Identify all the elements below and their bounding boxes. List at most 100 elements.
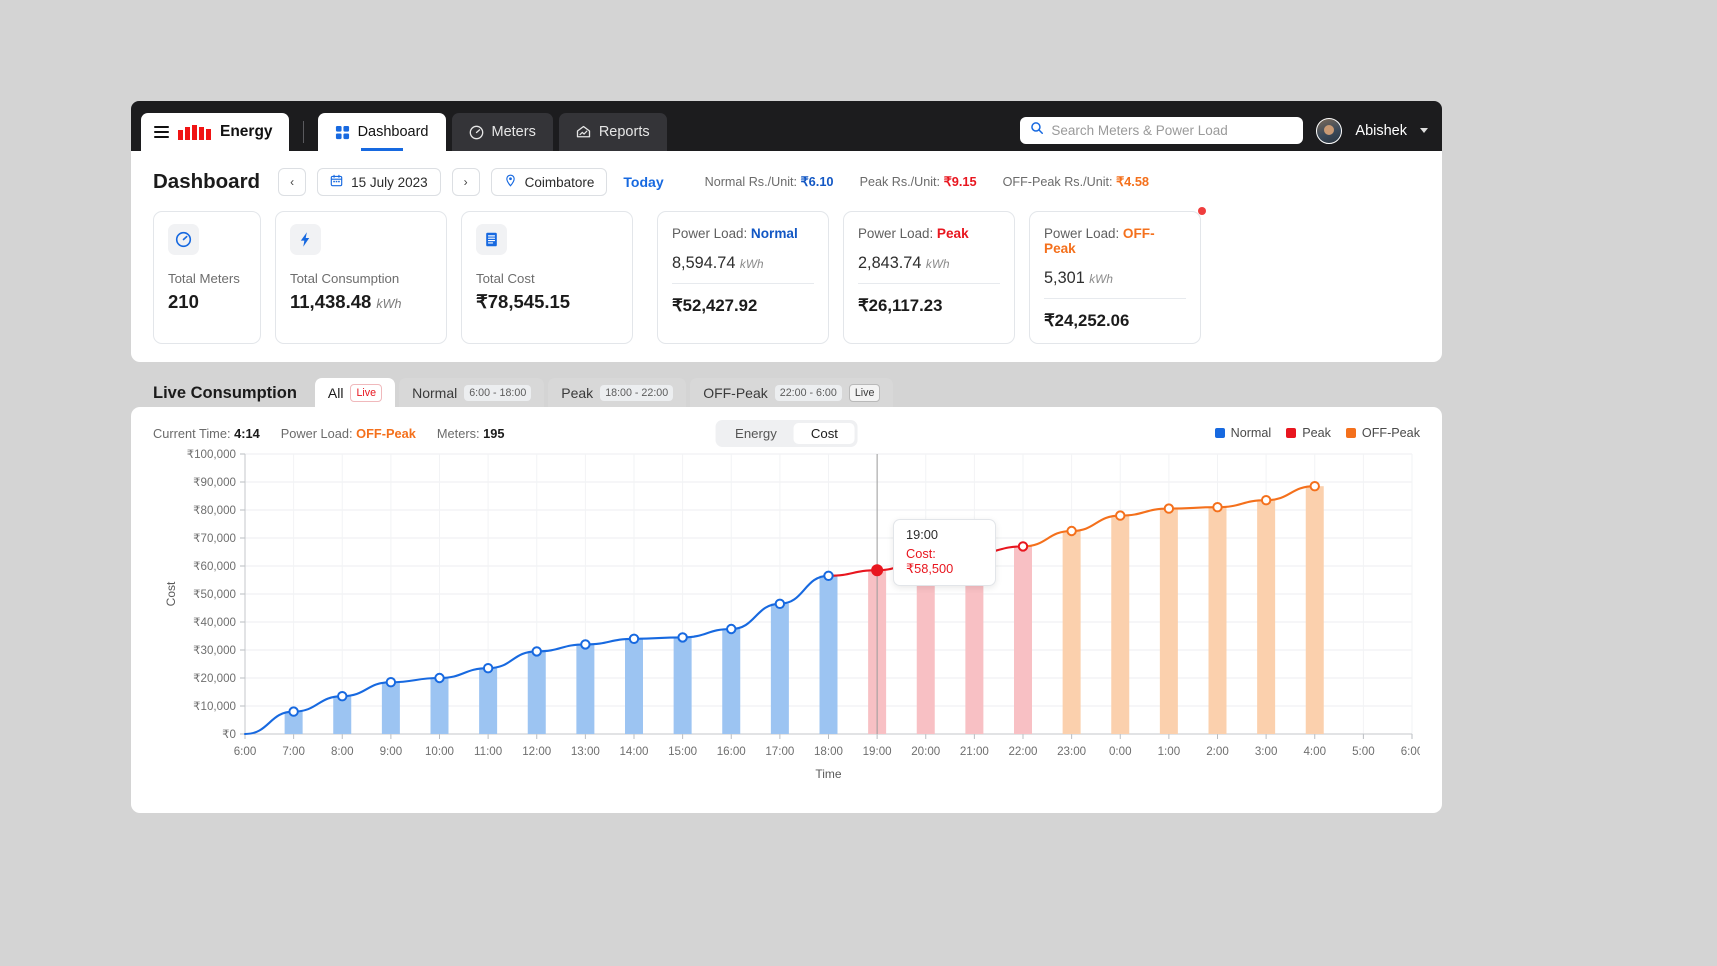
calendar-icon <box>330 174 343 190</box>
live-tab-offpeak-range: 22:00 - 6:00 <box>774 384 842 401</box>
prev-date-button[interactable]: ‹ <box>278 168 307 196</box>
svg-text:10:00: 10:00 <box>425 745 454 758</box>
bolt-icon <box>290 224 321 255</box>
svg-text:₹60,000: ₹60,000 <box>193 560 236 573</box>
card-total-meters: Total Meters 210 <box>153 211 261 344</box>
card-total-cost: Total Cost ₹78,545.15 <box>461 211 633 344</box>
search-input[interactable] <box>1051 123 1294 138</box>
live-tab-normal[interactable]: Normal 6:00 - 18:00 <box>399 378 545 407</box>
live-tab-offpeak-label: OFF-Peak <box>703 384 768 401</box>
live-tab-offpeak[interactable]: OFF-Peak 22:00 - 6:00 Live <box>690 378 894 407</box>
load-kwh-unit: kWh <box>1089 272 1113 286</box>
location-label: Coimbatore <box>524 174 595 190</box>
chevron-down-icon[interactable] <box>1420 128 1428 133</box>
avatar[interactable] <box>1316 117 1343 144</box>
load-kwh-unit: kWh <box>739 257 764 271</box>
svg-text:15:00: 15:00 <box>668 745 697 758</box>
live-tab-peak[interactable]: Peak 18:00 - 22:00 <box>548 378 687 407</box>
svg-text:14:00: 14:00 <box>619 745 648 758</box>
live-tab-all-label: All <box>327 384 344 401</box>
load-prefix: Power Load: <box>672 226 748 241</box>
tab-dashboard-label: Dashboard <box>357 124 429 140</box>
legend-normal: Normal <box>1214 426 1271 440</box>
card-total-cost-label: Total Cost <box>476 271 535 286</box>
toggle-energy[interactable]: Energy <box>735 425 777 441</box>
location-selector[interactable]: Coimbatore <box>490 168 608 196</box>
svg-text:₹10,000: ₹10,000 <box>193 700 236 713</box>
svg-text:6:00: 6:00 <box>1401 745 1420 758</box>
live-consumption-chart: ₹0 ₹10,000 ₹20,000 ₹30,000 ₹40,000 ₹50,000 ₹60… <box>153 446 1420 801</box>
tab-meters-label: Meters <box>491 124 536 140</box>
card-power-load-peak-title: Power Load: Peak <box>858 226 1000 241</box>
next-date-button[interactable]: › <box>451 168 480 196</box>
svg-text:23:00: 23:00 <box>1057 745 1086 758</box>
card-power-load-peak-kwh: 2,843.74 kWh <box>858 254 1000 284</box>
load-kwh-value: 8,594.74 <box>672 254 736 272</box>
date-picker[interactable]: 15 July 2023 <box>317 168 441 196</box>
svg-text:₹90,000: ₹90,000 <box>193 476 236 489</box>
brand-block: Energy <box>141 113 289 151</box>
card-power-load-offpeak: Power Load: OFF-Peak 5,301 kWh ₹24,252.0… <box>1029 207 1206 344</box>
dashboard-summary-panel: Dashboard ‹ 15 July 2023 › Coimbatore To… <box>131 151 1442 362</box>
card-total-consumption-value: 11,438.48 kWh <box>290 291 432 313</box>
chart-svg[interactable]: ₹0 ₹10,000 ₹20,000 ₹30,000 ₹40,000 ₹50,000 ₹60… <box>153 446 1420 798</box>
report-chart-icon <box>576 125 591 140</box>
svg-text:₹50,000: ₹50,000 <box>193 588 236 601</box>
rate-peak-label: Peak Rs./Unit: <box>859 175 941 189</box>
legend-peak: Peak <box>1286 426 1331 440</box>
search-icon <box>1030 121 1044 140</box>
card-power-load-peak: Power Load: Peak 2,843.74 kWh ₹26,117.23 <box>843 211 1015 344</box>
svg-text:2:00: 2:00 <box>1206 745 1229 758</box>
active-meters: Meters: 195 <box>437 426 505 441</box>
load-kwh-value: 2,843.74 <box>858 254 922 272</box>
svg-text:21:00: 21:00 <box>960 745 989 758</box>
brand-label: Energy <box>220 123 273 140</box>
live-tab-peak-range: 18:00 - 22:00 <box>600 384 674 401</box>
svg-text:9:00: 9:00 <box>380 745 403 758</box>
svg-text:4:00: 4:00 <box>1303 745 1326 758</box>
card-power-load-normal-cost: ₹52,427.92 <box>672 296 758 315</box>
svg-text:₹70,000: ₹70,000 <box>193 532 236 545</box>
live-meta-row: Current Time: 4:14 Power Load: OFF-Peak … <box>153 419 1420 447</box>
svg-text:1:00: 1:00 <box>1158 745 1181 758</box>
card-power-load-offpeak-title: Power Load: OFF-Peak <box>1044 226 1186 256</box>
toggle-cost[interactable]: Cost <box>793 422 855 444</box>
live-tab-all[interactable]: All Live <box>314 378 396 407</box>
live-tab-normal-label: Normal <box>412 384 458 401</box>
load-kwh-unit: kWh <box>925 257 950 271</box>
header-right: Abishek <box>1020 117 1428 151</box>
summary-cards: Total Meters 210 Total Consumption 11,43… <box>131 199 1442 344</box>
svg-text:5:00: 5:00 <box>1352 745 1375 758</box>
meters-value: 195 <box>483 425 505 441</box>
kpi-number: 11,438.48 <box>290 291 372 312</box>
svg-text:16:00: 16:00 <box>717 745 746 758</box>
card-total-cost-value: ₹78,545.15 <box>476 291 618 313</box>
main-tabs: Dashboard Meters Reports <box>317 113 667 151</box>
card-power-load-peak-cost: ₹26,117.23 <box>858 296 943 315</box>
rate-list: Normal Rs./Unit: ₹6.10 Peak Rs./Unit: ₹9… <box>705 174 1149 190</box>
svg-text:6:00: 6:00 <box>234 745 257 758</box>
legend-peak-label: Peak <box>1302 426 1331 440</box>
hamburger-menu-icon[interactable] <box>154 126 169 138</box>
search-box[interactable] <box>1020 117 1304 144</box>
tooltip-time: 19:00 <box>906 527 939 542</box>
card-total-consumption-label: Total Consumption <box>290 271 400 286</box>
energy-bars-logo <box>178 124 211 140</box>
svg-text:₹40,000: ₹40,000 <box>193 616 236 629</box>
tab-reports[interactable]: Reports <box>558 113 667 151</box>
legend-offpeak: OFF-Peak <box>1345 426 1420 440</box>
gauge-icon <box>168 224 199 255</box>
legend-swatch <box>1214 428 1225 438</box>
tab-dashboard[interactable]: Dashboard <box>317 113 446 151</box>
rate-normal-label: Normal Rs./Unit: <box>704 175 797 189</box>
today-button[interactable]: Today <box>623 174 664 190</box>
rate-normal: Normal Rs./Unit: ₹6.10 <box>705 174 834 190</box>
live-badge: Live <box>350 383 383 402</box>
tooltip-value: Cost: ₹58,500 <box>906 546 983 577</box>
tab-meters[interactable]: Meters <box>451 113 553 151</box>
tooltip-cost: ₹58,500 <box>906 561 954 576</box>
live-consumption-panel: Current Time: 4:14 Power Load: OFF-Peak … <box>131 407 1442 813</box>
rate-peak: Peak Rs./Unit: ₹9.15 <box>860 174 977 190</box>
live-tab-peak-label: Peak <box>561 384 594 401</box>
card-power-load-offpeak-cost: ₹24,252.06 <box>1044 311 1130 330</box>
